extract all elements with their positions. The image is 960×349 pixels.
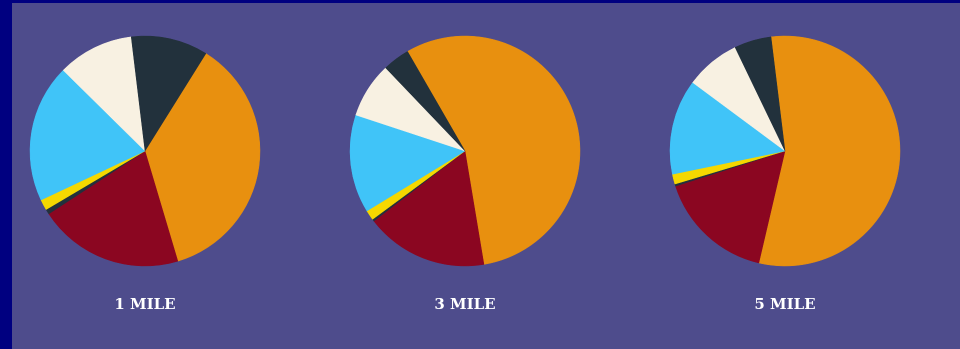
pie-slice-1-6 [385, 51, 466, 152]
pie-chart-3-mile: 3 MILE [349, 3, 610, 333]
chart-label-5-mile: 5 MILE [754, 295, 816, 313]
pie-slice-0-4 [29, 69, 146, 201]
pie-chart-5-mile: 5 MILE [669, 3, 930, 333]
chart-label-1-mile: 1 MILE [114, 295, 176, 313]
pie-slice-2-6 [734, 36, 786, 152]
pie-slice-1-0 [407, 35, 581, 265]
chart-label-3-mile: 3 MILE [434, 295, 496, 313]
pie-chart-1-mile: 1 MILE [29, 3, 290, 333]
pie-slice-0-6 [130, 35, 207, 152]
pie-chart-1-mile-svg [29, 35, 261, 267]
pie-slice-1-1 [373, 150, 485, 267]
pie-chart-5-mile-svg [669, 35, 901, 267]
pie-slice-0-5 [62, 36, 146, 152]
pie-chart-3-mile-svg [349, 35, 581, 267]
pie-slice-1-4 [349, 114, 466, 212]
chart-panel: 1 MILE 3 MILE 5 MILE [12, 3, 960, 349]
pie-slice-2-4 [669, 82, 786, 175]
pie-slice-2-0 [758, 35, 901, 267]
pie-slice-0-1 [48, 150, 179, 267]
pie-slice-2-1 [675, 150, 786, 264]
